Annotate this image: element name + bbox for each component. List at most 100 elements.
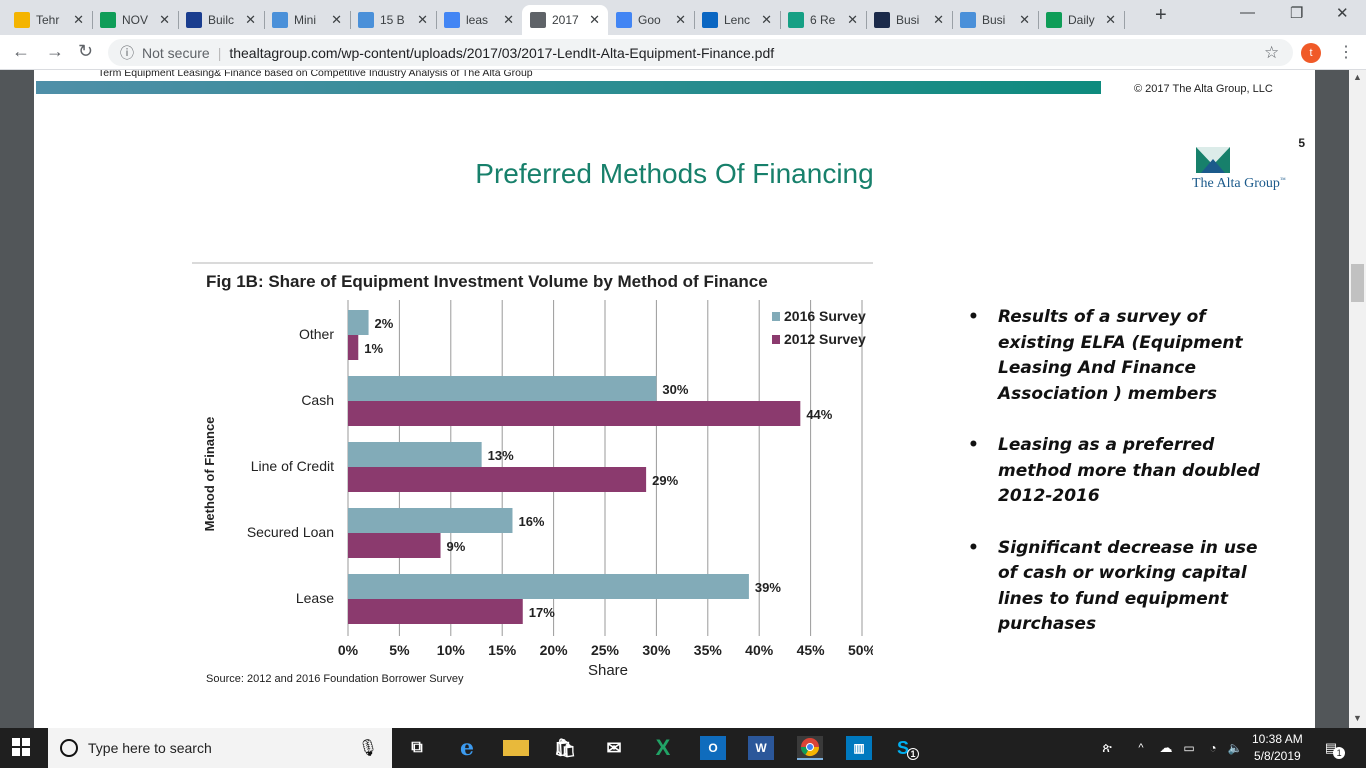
forward-button[interactable]: → — [46, 41, 64, 61]
excel-icon[interactable]: X — [655, 735, 671, 760]
tab-separator — [1124, 11, 1125, 29]
pdf-page: 5 Preferred Methods Of Financing The Alt… — [34, 130, 1315, 728]
data-label: 2% — [375, 316, 394, 331]
globe-icon — [530, 12, 546, 28]
close-tab-icon[interactable]: ✕ — [159, 12, 170, 27]
bookmark-star-icon[interactable]: ☆ — [1264, 43, 1280, 62]
x-tick-label: 50% — [848, 642, 873, 658]
browser-tab[interactable]: Builc ✕ — [178, 5, 264, 35]
bullet-item: • Significant decrease in use of cash or … — [964, 536, 1264, 638]
browser-tab[interactable]: NOV ✕ — [92, 5, 178, 35]
edge-icon[interactable]: e — [460, 735, 474, 761]
bar — [348, 508, 513, 533]
close-tab-icon[interactable]: ✕ — [417, 12, 428, 27]
chrome-icon[interactable] — [797, 736, 823, 760]
word-icon[interactable]: W — [748, 736, 774, 760]
show-hidden-icons-icon[interactable]: ^ — [1138, 742, 1144, 754]
url-text[interactable]: thealtagroup.com/wp-content/uploads/2017… — [229, 44, 775, 61]
close-tab-icon[interactable]: ✕ — [503, 12, 514, 27]
close-tab-icon[interactable]: ✕ — [245, 12, 256, 27]
browser-tab[interactable]: Busi ✕ — [866, 5, 952, 35]
browser-tab[interactable]: Goo ✕ — [608, 5, 694, 35]
previous-page-title: Term Equipment Leasing& Finance based on… — [98, 70, 533, 79]
menu-dots-icon[interactable]: ⋮ — [1338, 44, 1354, 61]
close-tab-icon[interactable]: ✕ — [331, 12, 342, 27]
minimize-button[interactable]: — — [1240, 4, 1255, 21]
bullet-dot: • — [968, 537, 979, 558]
task-view-icon[interactable]: ⧉ — [411, 739, 423, 756]
close-tab-icon[interactable]: ✕ — [933, 12, 944, 27]
close-tab-icon[interactable]: ✕ — [761, 12, 772, 27]
close-tab-icon[interactable]: ✕ — [1019, 12, 1030, 27]
store-icon[interactable]: 🛍 — [553, 737, 577, 758]
system-clock[interactable]: 10:38 AM 5/8/2019 — [1252, 731, 1303, 765]
browser-tab[interactable]: 2017 ✕ — [522, 5, 608, 35]
wifi-icon[interactable]: ◔ — [1209, 741, 1217, 755]
close-tab-icon[interactable]: ✕ — [589, 12, 600, 27]
scroll-down-icon[interactable]: ▼ — [1353, 713, 1362, 723]
legend-label: 2016 Survey — [784, 308, 866, 324]
new-tab-button[interactable]: + — [1155, 4, 1167, 26]
back-button[interactable]: ← — [12, 41, 30, 61]
data-label: 1% — [364, 341, 383, 356]
taskbar-search[interactable]: Type here to search 🎙 — [48, 728, 392, 768]
tab-separator — [694, 11, 695, 29]
mail-icon[interactable]: ✉ — [606, 737, 622, 758]
x-axis-label: Share — [588, 662, 628, 679]
tab-title: Busi — [896, 13, 920, 27]
maximize-button[interactable]: ❐ — [1290, 5, 1304, 22]
browser-tab[interactable]: Lenc ✕ — [694, 5, 780, 35]
legend-swatch — [772, 335, 780, 344]
profile-avatar[interactable]: t — [1301, 43, 1321, 63]
separator: | — [217, 44, 222, 61]
scroll-thumb[interactable] — [1351, 264, 1364, 302]
bar — [348, 533, 441, 558]
grid-icon — [960, 12, 976, 28]
trello-icon[interactable]: ▥ — [846, 736, 872, 760]
microphone-icon[interactable]: 🎙 — [357, 740, 378, 757]
sheets-icon — [1046, 12, 1062, 28]
close-tab-icon[interactable]: ✕ — [1105, 12, 1116, 27]
x-tick-label: 20% — [540, 642, 569, 658]
browser-tab[interactable]: Daily ✕ — [1038, 5, 1124, 35]
action-center-icon[interactable]: ▤ 1 — [1322, 736, 1348, 760]
category-label: Lease — [296, 590, 334, 606]
reload-button[interactable]: ↻ — [78, 41, 94, 61]
pin-icon — [358, 12, 374, 28]
tab-title: Goo — [638, 13, 661, 27]
chart-title: Fig 1B: Share of Equipment Investment Vo… — [206, 272, 768, 291]
volume-icon[interactable]: 🔈 — [1227, 741, 1243, 755]
scrollbar[interactable] — [1349, 70, 1366, 728]
file-explorer-icon[interactable] — [503, 740, 529, 756]
data-label: 29% — [652, 473, 678, 488]
address-bar[interactable]: ⓘ Not secure | thealtagroup.com/wp-conte… — [108, 39, 1293, 66]
browser-tab[interactable]: Mini ✕ — [264, 5, 350, 35]
browser-tab[interactable]: 15 B ✕ — [350, 5, 436, 35]
battery-icon[interactable]: ▭ — [1183, 741, 1195, 755]
x-tick-label: 40% — [745, 642, 774, 658]
windows-start-icon[interactable] — [12, 738, 30, 756]
close-window-button[interactable]: ✕ — [1336, 5, 1349, 22]
browser-tab[interactable]: Tehr ✕ — [6, 5, 92, 35]
browser-tab[interactable]: 6 Re ✕ — [780, 5, 866, 35]
outlook-icon[interactable]: O — [700, 736, 726, 760]
category-label: Secured Loan — [247, 524, 334, 540]
address-toolbar: ← → ↻ ⓘ Not secure | thealtagroup.com/wp… — [0, 35, 1366, 70]
x-tick-label: 25% — [591, 642, 620, 658]
browser-tab[interactable]: Busi ✕ — [952, 5, 1038, 35]
close-tab-icon[interactable]: ✕ — [847, 12, 858, 27]
info-icon[interactable]: ⓘ — [120, 44, 134, 61]
bar — [348, 335, 359, 360]
x-tick-label: 35% — [694, 642, 723, 658]
close-tab-icon[interactable]: ✕ — [675, 12, 686, 27]
close-tab-icon[interactable]: ✕ — [73, 12, 84, 27]
people-icon[interactable]: ጵ — [1102, 740, 1112, 755]
x-tick-label: 0% — [338, 642, 359, 658]
scroll-up-icon[interactable]: ▲ — [1353, 72, 1362, 82]
tab-title: 6 Re — [810, 13, 836, 27]
onedrive-icon[interactable]: ☁ — [1159, 740, 1173, 755]
tab-separator — [92, 11, 93, 29]
bullet-dot: • — [968, 307, 979, 327]
browser-tab[interactable]: leas ✕ — [436, 5, 522, 35]
